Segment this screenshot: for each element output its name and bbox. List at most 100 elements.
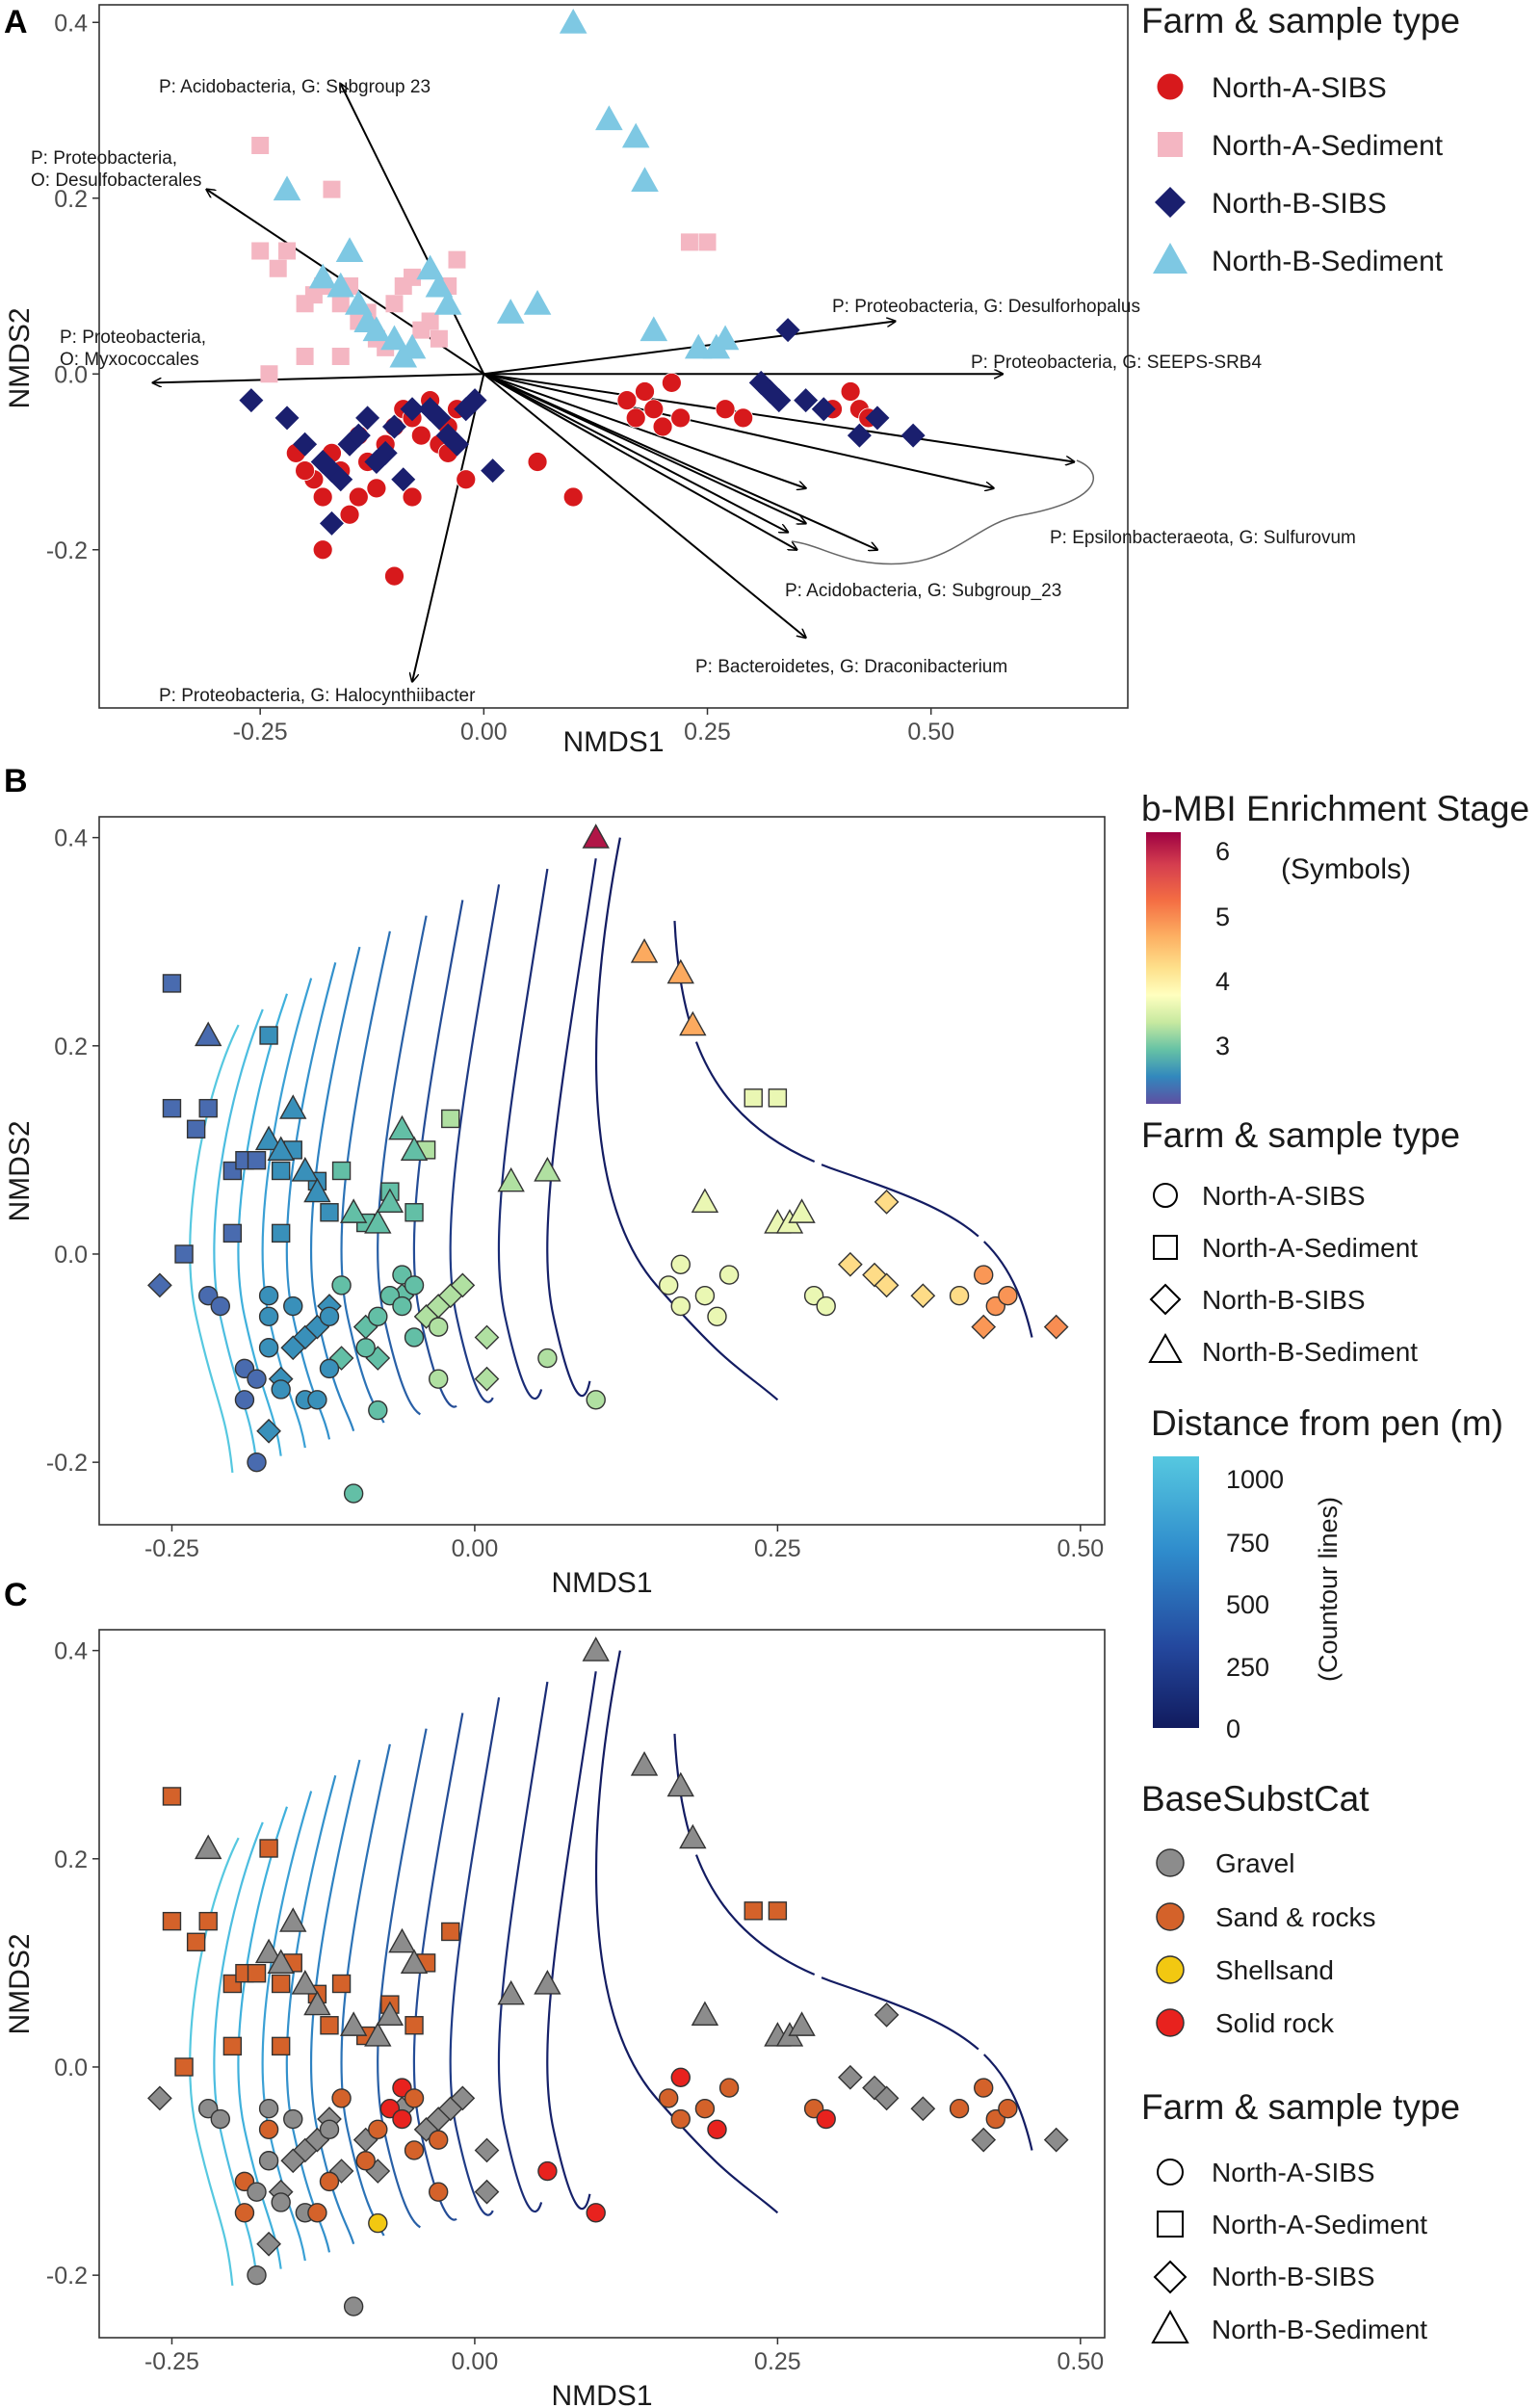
panel-b-y-axis-title: NMDS2 <box>4 1120 36 1221</box>
panel-c-data-point <box>258 2151 279 2171</box>
data-point-north-b-sibs <box>239 388 264 413</box>
panel-a-plot: -0.25 0.00 0.25 0.50 -0.2 0.0 0.2 0.4 P: Acidoba… <box>31 8 1356 746</box>
arrow-label: P: Proteobacteria, G: SEEPS-SRB4 <box>971 353 1262 373</box>
panel-b-data-point <box>174 1244 194 1264</box>
panel-b-data-point <box>210 1296 230 1317</box>
data-point-north-b-sediment <box>335 237 364 262</box>
panel-b-data-point <box>630 938 659 963</box>
arrow-label-line: O: Desulfobacterales <box>31 170 201 191</box>
data-point-north-a-sibs <box>643 399 665 420</box>
panel-b-x-tick-label: 0.00 <box>452 1535 499 1562</box>
panel-c-data-point <box>307 2203 327 2223</box>
panel-b-data-point <box>1043 1314 1069 1340</box>
data-point-north-a-sediment <box>260 365 278 383</box>
biplot-arrow <box>483 373 993 488</box>
panel-c-data-point <box>658 2088 679 2108</box>
panel-b-data-point <box>368 1306 388 1327</box>
panel-b-frame <box>98 816 1106 1526</box>
panel-c-data-point <box>162 1787 182 1806</box>
panel-b-data-point <box>279 1094 307 1119</box>
mbi-tick-5: 5 <box>1215 903 1230 931</box>
dist-colorbar <box>1153 1456 1199 1728</box>
panel-b-x-tick-label: 0.25 <box>754 1535 801 1562</box>
panel-c-y-tick-label: 0.4 <box>54 1638 88 1665</box>
legend-c-circle-marker <box>1157 2159 1184 2186</box>
panel-b-data-point <box>441 1109 460 1129</box>
panel-b-x-tick-label: -0.25 <box>144 1535 199 1562</box>
legend-a-diamond-marker <box>1155 187 1186 218</box>
arrow-group-brace <box>791 459 1094 565</box>
data-point-north-a-sediment <box>385 295 404 313</box>
data-point-north-a-sediment <box>251 242 270 260</box>
panel-b-data-point <box>271 1223 291 1243</box>
panel-b-x-axis-title: NMDS1 <box>551 1567 652 1599</box>
panel-c-x-tick-label: 0.25 <box>754 2348 801 2375</box>
biplot-arrow <box>412 374 485 681</box>
panel-b-data-point <box>271 1161 291 1181</box>
arrow-label: P: Bacteroidetes, G: Draconibacterium <box>695 657 1007 677</box>
legend-b-triangle-marker <box>1148 1332 1183 1363</box>
legend-subst-title: BaseSubstCat <box>1141 1779 1370 1819</box>
panel-b-data-point <box>319 1306 340 1327</box>
distance-contour-line <box>189 1024 240 1474</box>
mbi-tick-3: 3 <box>1215 1032 1230 1060</box>
panel-c-data-point <box>974 2078 994 2098</box>
data-point-north-b-sediment <box>425 272 454 298</box>
data-point-north-b-sibs <box>381 414 406 439</box>
arrow-label: P: Proteobacteria, G: Desulforhopalus <box>832 297 1140 317</box>
panel-c-data-point <box>331 1974 352 1994</box>
data-point-north-b-sediment <box>639 316 668 342</box>
panel-b-data-point <box>707 1306 727 1327</box>
panel-b-data-point <box>474 1366 500 1392</box>
panel-c-data-point <box>198 1911 218 1931</box>
panel-b-data-point <box>258 1286 279 1306</box>
data-point-north-b-sediment <box>595 105 623 131</box>
panel-a-x-axis-title: NMDS1 <box>562 726 664 758</box>
arrow-label: P: Acidobacteria, G: Subgroup_23 <box>785 581 1061 601</box>
legend-b-item-1: North-A-Sediment <box>1202 1233 1418 1263</box>
panel-a-y-tick-label: -0.2 <box>46 537 88 564</box>
data-point-north-a-sibs <box>661 372 682 393</box>
panel-c-data-point <box>670 2067 691 2087</box>
data-point-north-b-sibs <box>293 432 318 457</box>
panel-b-data-point <box>670 1254 691 1274</box>
legend-shape-c: Farm & sample type North-A-SIBS North-A-… <box>1141 2087 1460 2344</box>
data-point-north-a-sibs <box>384 565 405 587</box>
panel-a-y-tick-label: 0.2 <box>54 186 88 213</box>
panel-c-data-point <box>271 2036 291 2056</box>
panel-b-data-point <box>534 1157 561 1182</box>
panel-letter-b: B <box>4 763 28 799</box>
distance-contour-line <box>449 884 501 1403</box>
panel-b-data-point <box>364 1209 392 1234</box>
panel-c-data-point <box>267 1949 295 1974</box>
panel-b-data-point <box>497 1166 525 1192</box>
distance-contour-line <box>546 858 597 1398</box>
panel-b-data-point <box>267 1136 295 1161</box>
panel-c-data-point <box>247 1963 267 1983</box>
panel-c-data-point <box>283 2108 303 2130</box>
data-point-north-b-sibs <box>346 423 371 448</box>
data-point-north-a-sibs <box>295 460 316 482</box>
legend-c-item-2: North-B-SIBS <box>1212 2262 1375 2291</box>
panel-c-data-point <box>474 2179 500 2205</box>
panel-c-data-point <box>247 2182 267 2202</box>
panel-b-data-point <box>874 1272 900 1298</box>
data-point-north-b-sediment <box>684 333 713 359</box>
panel-a-y-tick-label: 0.0 <box>54 361 88 388</box>
data-point-north-b-sediment <box>273 175 301 201</box>
data-point-north-b-sediment <box>559 8 587 34</box>
distance-contour-line <box>237 993 289 1456</box>
legend-c-item-0: North-A-SIBS <box>1212 2158 1375 2187</box>
panel-b-data-point <box>339 1198 368 1223</box>
panel-b-data-point <box>368 1400 388 1421</box>
panel-b-data-point <box>450 1272 476 1298</box>
panel-b-plot: -0.25 0.00 0.25 0.50 -0.2 0.0 0.2 0.4 <box>46 824 1104 1562</box>
data-point-north-a-sibs <box>635 381 655 402</box>
panel-c-data-point <box>694 2099 716 2119</box>
distance-contour-line <box>309 1759 361 2245</box>
data-point-north-b-sediment <box>345 289 373 315</box>
panel-c-data-point <box>670 2108 691 2130</box>
panel-c-x-tick-label: 0.00 <box>452 2348 499 2375</box>
panel-b-data-point <box>258 1306 279 1327</box>
arrow-label-line: P: Proteobacteria, <box>60 327 206 348</box>
